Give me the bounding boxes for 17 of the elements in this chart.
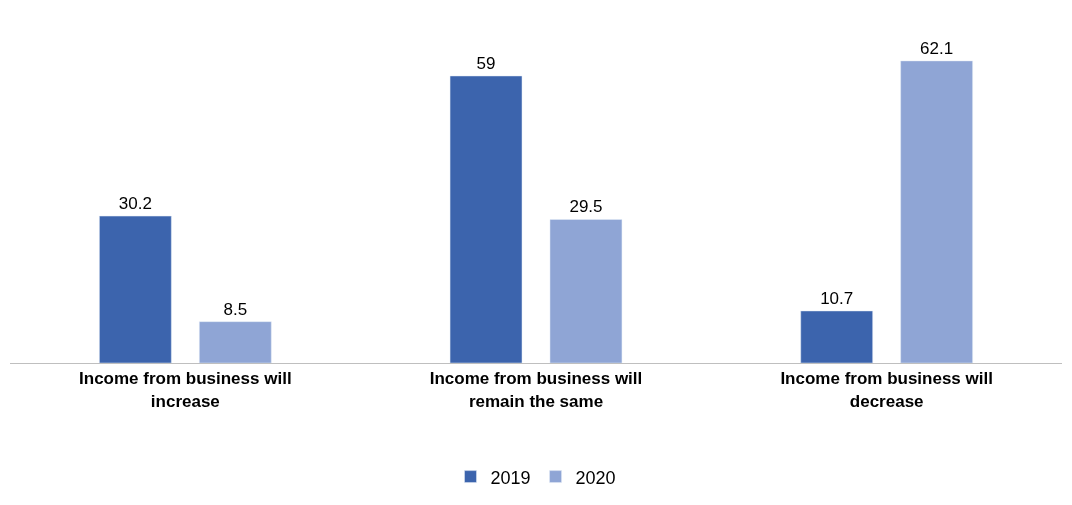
bar [900,60,973,363]
x-tick-label: Income from business will increase [79,369,292,411]
data-label: 8.5 [223,299,248,319]
x-tick-label: Income from business will decrease [780,369,993,411]
data-label: 29.5 [569,197,603,217]
data-label: 30.2 [118,194,152,214]
bar [199,321,272,363]
data-label: 59 [476,53,496,73]
data-label: 10.7 [820,288,854,308]
data-label: 62.1 [920,38,954,58]
legend-label: 2019 [490,467,531,488]
bar [800,310,873,363]
x-tick-label: Income from business will remain the same [429,369,643,411]
bar [99,215,172,363]
legend-label: 2020 [575,467,616,488]
bar [449,75,523,363]
bar [549,219,623,363]
